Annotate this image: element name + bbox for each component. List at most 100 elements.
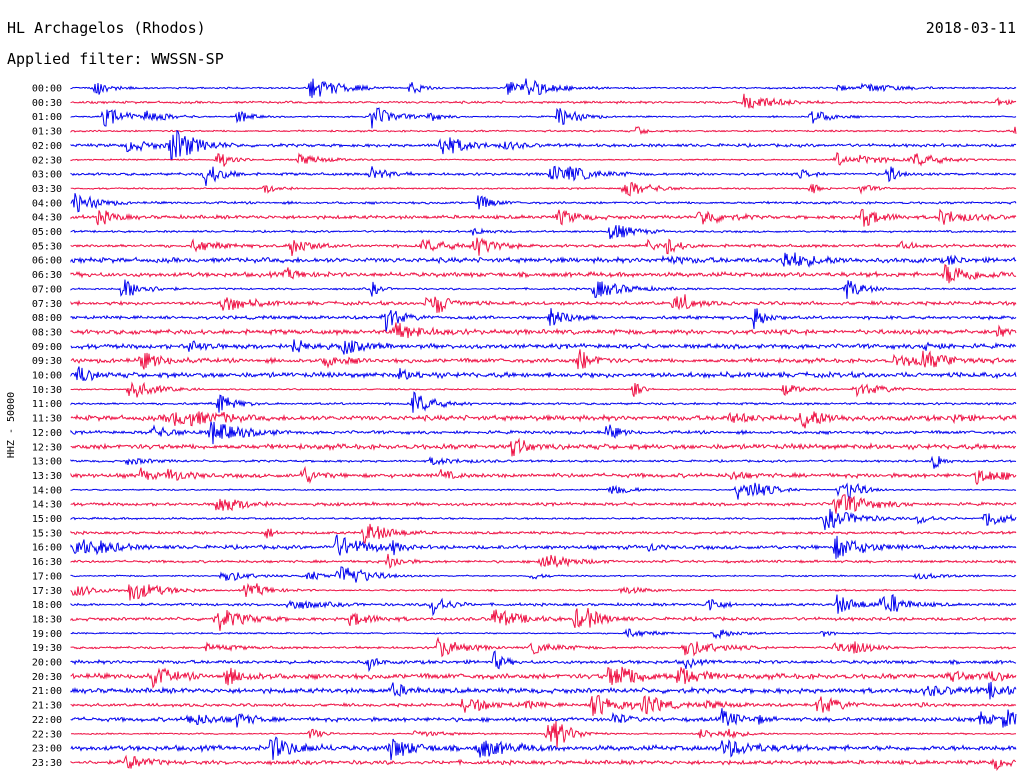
y-tick-label: 04:30 <box>32 213 62 224</box>
y-tick-label: 22:30 <box>32 729 62 740</box>
trace-2200 <box>70 708 1017 728</box>
y-tick-label: 12:30 <box>32 442 62 453</box>
y-tick-label: 16:00 <box>32 543 62 554</box>
y-tick-label: 10:30 <box>32 385 62 396</box>
y-tick-label: 09:00 <box>32 342 62 353</box>
trace-1200 <box>70 421 1017 445</box>
trace-0800 <box>70 308 1017 333</box>
y-tick-label: 00:00 <box>32 84 62 95</box>
y-tick-label: 06:00 <box>32 256 62 267</box>
trace-1900 <box>70 628 1017 640</box>
date-label: 2018-03-11 <box>925 19 1016 37</box>
trace-2130 <box>70 694 1017 716</box>
trace-group <box>70 78 1017 772</box>
trace-1730 <box>70 582 1017 601</box>
trace-1400 <box>70 482 1017 502</box>
y-tick-label: 08:00 <box>32 313 62 324</box>
y-tick-label: 20:30 <box>32 672 62 683</box>
trace-2230 <box>71 721 1016 749</box>
y-tick-label: 07:00 <box>32 284 62 295</box>
trace-1100 <box>70 391 1017 413</box>
trace-2030 <box>70 666 1017 689</box>
trace-0700 <box>70 279 1017 299</box>
trace-1130 <box>70 411 1017 429</box>
trace-2100 <box>70 681 1017 700</box>
y-tick-label: 09:30 <box>32 356 62 367</box>
y-tick-label: 22:00 <box>32 715 62 726</box>
trace-0630 <box>70 263 1017 284</box>
trace-0600 <box>70 252 1017 268</box>
y-tick-label: 21:00 <box>32 686 62 697</box>
trace-0130 <box>70 126 1017 135</box>
trace-0000 <box>70 78 1017 98</box>
trace-0400 <box>70 193 1017 213</box>
y-tick-label: 18:00 <box>32 600 62 611</box>
trace-1600 <box>70 534 1017 559</box>
y-tick-label: 12:00 <box>32 428 62 439</box>
y-tick-label: 00:30 <box>32 98 62 109</box>
trace-2000 <box>70 650 1017 673</box>
y-tick-label: 05:00 <box>32 227 62 238</box>
y-tick-label: 02:30 <box>32 155 62 166</box>
y-tick-label: 17:30 <box>32 586 62 597</box>
trace-0300 <box>70 165 1017 186</box>
station-title: HL Archagelos (Rhodos) <box>7 19 206 37</box>
y-tick-label: 23:30 <box>32 758 62 769</box>
y-tick-label: 15:00 <box>32 514 62 525</box>
y-tick-label: 20:00 <box>32 658 62 669</box>
trace-0100 <box>70 107 1017 129</box>
trace-0900 <box>70 339 1017 355</box>
trace-1430 <box>70 494 1017 514</box>
trace-1630 <box>70 553 1017 569</box>
y-tick-label: 14:30 <box>32 500 62 511</box>
trace-1930 <box>70 636 1017 658</box>
y-tick-label: 03:30 <box>32 184 62 195</box>
y-tick-label: 18:30 <box>32 614 62 625</box>
filter-label: Applied filter: WWSSN-SP <box>7 50 224 68</box>
y-tick-label: 04:00 <box>32 198 62 209</box>
y-tick-label: 05:30 <box>32 241 62 252</box>
trace-0230 <box>70 152 1017 167</box>
trace-1230 <box>70 437 1016 457</box>
y-tick-label: 17:00 <box>32 571 62 582</box>
trace-0930 <box>70 349 1017 370</box>
trace-2330 <box>70 754 1017 772</box>
trace-1800 <box>70 594 1017 617</box>
y-tick-label: 11:00 <box>32 399 62 410</box>
tick-label-group: 00:00 00:30 01:00 01:30 02:00 02:30 03:00 03:30… <box>32 84 62 769</box>
trace-0830 <box>70 322 1017 339</box>
y-tick-label: 10:00 <box>32 371 62 382</box>
y-tick-label: 01:00 <box>32 112 62 123</box>
trace-0430 <box>70 208 1017 227</box>
y-tick-label: 07:30 <box>32 299 62 310</box>
y-tick-label: 19:00 <box>32 629 62 640</box>
trace-0030 <box>70 93 1017 109</box>
y-axis-label: HHZ - 50000 <box>6 392 17 458</box>
y-tick-label: 03:00 <box>32 170 62 181</box>
y-tick-label: 14:00 <box>32 485 62 496</box>
trace-0730 <box>70 294 1017 313</box>
trace-1330 <box>70 465 1017 486</box>
y-tick-label: 11:30 <box>32 414 62 425</box>
y-tick-label: 01:30 <box>32 127 62 138</box>
trace-1700 <box>70 566 1017 583</box>
y-tick-label: 16:30 <box>32 557 62 568</box>
trace-1530 <box>70 523 1017 545</box>
y-tick-label: 15:30 <box>32 528 62 539</box>
trace-0530 <box>70 237 1017 256</box>
trace-1830 <box>70 608 1017 631</box>
y-tick-label: 13:00 <box>32 457 62 468</box>
y-tick-label: 13:30 <box>32 471 62 482</box>
trace-1300 <box>70 455 1017 469</box>
y-tick-label: 02:00 <box>32 141 62 152</box>
y-tick-label: 23:00 <box>32 744 62 755</box>
trace-1500 <box>70 508 1017 531</box>
trace-0200 <box>70 129 1017 161</box>
y-tick-label: 06:30 <box>32 270 62 281</box>
trace-0500 <box>70 225 1017 240</box>
trace-1030 <box>70 381 1017 398</box>
y-tick-label: 19:30 <box>32 643 62 654</box>
y-tick-label: 08:30 <box>32 327 62 338</box>
trace-1000 <box>70 366 1017 382</box>
